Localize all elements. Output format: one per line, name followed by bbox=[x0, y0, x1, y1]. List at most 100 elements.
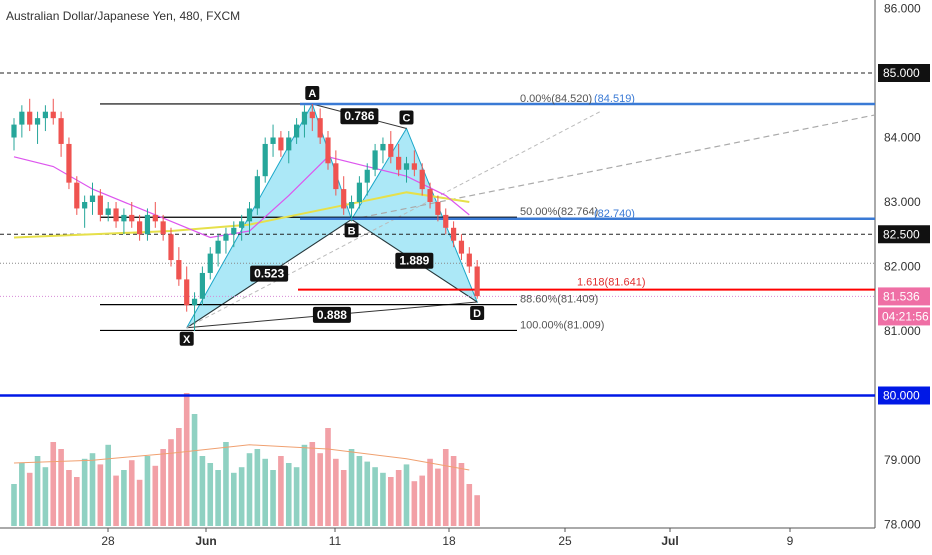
volume-bar bbox=[11, 484, 17, 526]
price-tick-label: 86.000 bbox=[884, 2, 921, 16]
volume-bar bbox=[113, 475, 119, 526]
fib-level-label: 50.00%(82.764) bbox=[520, 206, 598, 218]
time-tick-label: Jun bbox=[195, 534, 216, 548]
pattern-point-label: A bbox=[308, 88, 316, 100]
candle-body bbox=[160, 221, 166, 235]
price-tag-label: 85.000 bbox=[883, 66, 920, 80]
time-tick-label: 18 bbox=[442, 534, 456, 548]
volume-bar bbox=[474, 495, 480, 526]
volume-bar bbox=[26, 472, 33, 526]
fib-level-label: 88.60%(81.409) bbox=[520, 294, 598, 306]
candle-body bbox=[254, 176, 260, 209]
countdown-tag bbox=[878, 307, 930, 326]
candle-body bbox=[372, 150, 378, 170]
volume-bar bbox=[144, 456, 151, 526]
volume-bar bbox=[199, 456, 206, 526]
volume-bar bbox=[301, 444, 308, 526]
candle-body bbox=[191, 298, 198, 306]
volume-bar bbox=[81, 458, 88, 526]
candle-body bbox=[231, 227, 237, 235]
candle-body bbox=[403, 163, 410, 170]
volume-bar bbox=[58, 449, 64, 526]
candle-body bbox=[199, 272, 205, 299]
price-axis[interactable]: 86.000 84.000 83.000 82.000 81.000 79.000 78.0… bbox=[878, 2, 930, 532]
fib-level-label: 100.00%(81.009) bbox=[520, 319, 604, 331]
volume-bar bbox=[419, 475, 425, 526]
ratio-label: 0.786 bbox=[344, 109, 374, 123]
pattern-point-marker bbox=[305, 85, 320, 100]
pattern-point-marker bbox=[344, 223, 359, 238]
fib-level-label: 0.00%(84.520) bbox=[520, 93, 592, 105]
volume-bar bbox=[403, 464, 410, 526]
volume-bar bbox=[168, 439, 174, 526]
time-tick-label: 25 bbox=[558, 534, 572, 548]
candle-body bbox=[419, 169, 425, 190]
pattern-point-marker bbox=[179, 331, 194, 346]
price-tag bbox=[878, 287, 930, 306]
candle-body bbox=[223, 234, 229, 241]
candle-body bbox=[294, 124, 300, 138]
candle-body bbox=[270, 137, 276, 144]
volume-bar bbox=[254, 449, 261, 526]
volume-bar bbox=[348, 449, 355, 526]
volume-bar bbox=[183, 393, 190, 526]
volume-bar bbox=[442, 449, 449, 526]
candle-body bbox=[435, 202, 441, 215]
candle-body bbox=[113, 208, 119, 222]
volume-bar bbox=[325, 428, 331, 526]
price-tag-label: 81.536 bbox=[883, 289, 920, 303]
volume-bar bbox=[231, 472, 237, 526]
target-label: 1.618(81.641) bbox=[577, 277, 646, 289]
candle-body bbox=[207, 253, 213, 273]
candle-body bbox=[411, 163, 417, 170]
price-tag bbox=[878, 225, 930, 244]
ratio-label: 1.889 bbox=[399, 254, 429, 268]
volume-bar bbox=[388, 477, 394, 526]
price-tag bbox=[878, 386, 930, 405]
candle-body bbox=[50, 111, 56, 119]
candle-body bbox=[215, 240, 221, 254]
volume-bar bbox=[340, 470, 347, 526]
volume-bar bbox=[74, 477, 80, 526]
candle-body bbox=[286, 137, 292, 151]
volume-bar bbox=[246, 453, 253, 526]
candle-body bbox=[34, 118, 41, 125]
volume-bar bbox=[105, 444, 111, 526]
volume-bar bbox=[121, 470, 127, 526]
candle-body bbox=[333, 163, 339, 190]
volume-bar bbox=[50, 442, 57, 526]
candle-body bbox=[58, 118, 64, 144]
candle-body bbox=[168, 234, 174, 261]
time-tick-label: 9 bbox=[787, 534, 794, 548]
candle-body bbox=[89, 195, 96, 202]
volume-bar bbox=[380, 472, 386, 526]
volume-bar bbox=[262, 458, 268, 526]
candle-body bbox=[380, 143, 386, 151]
pattern-point-label: C bbox=[403, 112, 411, 124]
candle-body bbox=[262, 143, 268, 177]
candle-body bbox=[27, 111, 33, 125]
candle-body bbox=[356, 182, 362, 202]
time-axis[interactable]: 28 Jun 11 18 25 Jul 9 bbox=[101, 528, 794, 548]
candle-body bbox=[474, 266, 480, 297]
price-tag-label: 82.500 bbox=[883, 227, 920, 241]
candle-body bbox=[97, 195, 103, 215]
candle-body bbox=[466, 253, 472, 267]
candle-body bbox=[176, 260, 182, 280]
fib-blue-label: (82.740) bbox=[594, 208, 635, 220]
volume-bar bbox=[215, 470, 221, 526]
candle-body bbox=[137, 221, 143, 235]
horizontal-lines-layer bbox=[0, 72, 875, 397]
pattern-point-label: D bbox=[473, 308, 481, 320]
candle-body bbox=[317, 118, 323, 138]
volume-layer bbox=[11, 393, 480, 526]
pattern-point-marker bbox=[470, 305, 485, 320]
ratio-marker bbox=[312, 306, 351, 323]
fib-blue-label: (84.519) bbox=[594, 93, 635, 105]
volume-bar bbox=[450, 456, 457, 526]
price-tick-label: 84.000 bbox=[884, 131, 921, 145]
volume-bar bbox=[356, 456, 363, 526]
volume-bar bbox=[317, 453, 323, 526]
